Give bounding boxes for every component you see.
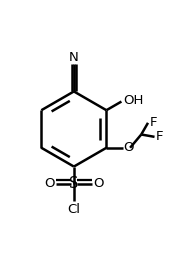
Text: O: O — [124, 141, 134, 154]
Text: Cl: Cl — [67, 203, 80, 216]
Text: N: N — [69, 51, 79, 63]
Text: O: O — [44, 178, 55, 190]
Text: F: F — [150, 116, 157, 129]
Text: O: O — [93, 178, 104, 190]
Text: OH: OH — [123, 94, 144, 107]
Text: F: F — [156, 130, 164, 143]
Text: S: S — [69, 176, 79, 191]
